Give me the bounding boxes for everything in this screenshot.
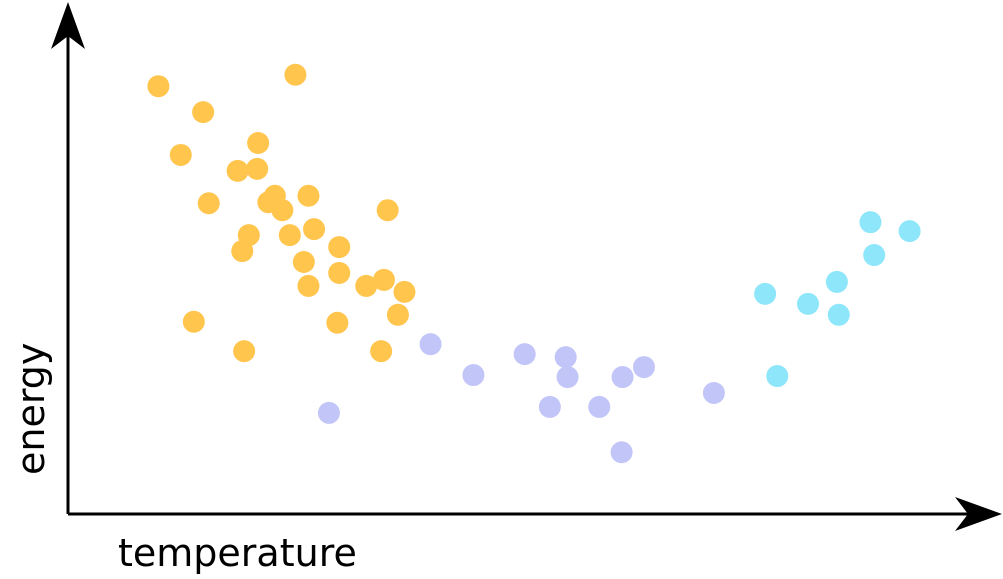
- point: [556, 366, 579, 389]
- point: [825, 270, 848, 293]
- point: [328, 261, 351, 284]
- point: [233, 340, 256, 363]
- point: [246, 157, 269, 180]
- point: [419, 333, 442, 356]
- point: [197, 192, 220, 215]
- point: [386, 303, 409, 326]
- x-axis-label: temperature: [118, 531, 357, 575]
- point: [863, 244, 886, 267]
- point: [462, 364, 485, 387]
- point: [370, 340, 393, 363]
- point: [754, 282, 777, 305]
- point: [226, 159, 249, 182]
- point: [271, 199, 294, 222]
- point: [376, 199, 399, 222]
- point: [898, 220, 921, 243]
- point: [355, 274, 378, 297]
- point: [303, 218, 326, 241]
- point: [766, 365, 789, 388]
- point: [611, 366, 634, 389]
- point: [292, 251, 315, 274]
- point: [326, 311, 349, 334]
- point: [147, 75, 170, 98]
- point: [278, 224, 301, 247]
- point: [182, 310, 205, 333]
- point: [297, 274, 320, 297]
- point: [859, 211, 882, 234]
- point: [317, 401, 340, 424]
- x-axis-arrow: [955, 497, 1002, 531]
- point: [192, 101, 215, 124]
- point: [284, 63, 307, 86]
- y-axis-arrow: [51, 2, 85, 49]
- point: [588, 395, 611, 418]
- point: [797, 292, 820, 315]
- point: [632, 356, 655, 379]
- point: [393, 280, 416, 303]
- point: [513, 343, 536, 366]
- point: [702, 381, 725, 404]
- point: [827, 303, 850, 326]
- point: [297, 184, 320, 207]
- point: [610, 441, 633, 464]
- point: [231, 240, 254, 263]
- point: [372, 268, 395, 291]
- point: [247, 131, 270, 154]
- y-axis-label: energy: [9, 343, 53, 475]
- point: [554, 346, 577, 369]
- point: [169, 143, 192, 166]
- point: [328, 236, 351, 259]
- point: [538, 395, 561, 418]
